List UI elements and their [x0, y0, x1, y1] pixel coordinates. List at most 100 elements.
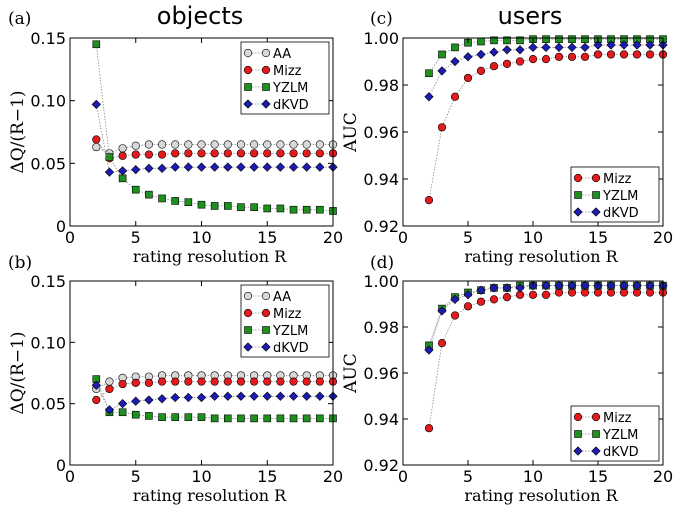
- data-point-Mizz: [92, 135, 101, 144]
- data-point-Mizz: [131, 378, 140, 387]
- data-point-Mizz: [223, 377, 232, 386]
- data-point-dKVD: [223, 162, 233, 172]
- data-point-YZLM: [316, 414, 324, 423]
- y-tick-label: 0.94: [363, 170, 399, 189]
- legend-marker-YZLM: [592, 430, 600, 438]
- legend-marker-Mizz: [573, 173, 583, 183]
- data-point-AA: [250, 140, 259, 149]
- data-point-YZLM: [503, 36, 511, 45]
- x-tick-label: 5: [463, 228, 473, 247]
- data-point-dKVD: [288, 391, 299, 401]
- legend-label-AA: AA: [273, 47, 291, 62]
- legend-marker-YZLM: [574, 191, 582, 199]
- data-point-dKVD: [476, 49, 486, 60]
- data-point-dKVD: [170, 162, 180, 172]
- legend-label-dKVD: dKVD: [603, 206, 639, 221]
- data-point-Mizz: [450, 92, 460, 101]
- legend-marker-YZLM: [262, 326, 270, 334]
- data-point-dKVD: [489, 47, 499, 57]
- data-point-Mizz: [554, 52, 564, 61]
- data-point-dKVD: [236, 391, 246, 401]
- data-point-Mizz: [92, 395, 101, 405]
- x-tick-label: 15: [588, 228, 608, 247]
- data-point-YZLM: [171, 197, 179, 205]
- data-point-dKVD: [632, 40, 642, 50]
- data-point-dKVD: [315, 391, 325, 401]
- legend-marker-AA: [261, 48, 271, 58]
- data-point-AA: [289, 140, 298, 149]
- x-axis-label: rating resolution R: [133, 486, 287, 505]
- data-point-YZLM: [118, 174, 127, 183]
- legend-marker-Mizz: [261, 308, 271, 318]
- data-point-Mizz: [236, 149, 246, 158]
- legend-label-YZLM: YZLM: [272, 324, 308, 339]
- legend-marker-AA: [261, 291, 271, 301]
- data-point-Mizz: [489, 62, 499, 71]
- data-point-AA: [118, 144, 127, 153]
- legend-label-YZLM: YZLM: [602, 189, 638, 204]
- x-tick-label: 15: [588, 467, 608, 486]
- data-point-YZLM: [555, 35, 563, 43]
- legend-label-AA: AA: [273, 290, 291, 305]
- data-point-dKVD: [262, 391, 272, 401]
- data-point-Mizz: [171, 149, 180, 158]
- legend-marker-dKVD: [243, 99, 253, 109]
- y-tick-label: 0.98: [363, 318, 399, 337]
- legend-marker-YZLM: [244, 83, 252, 91]
- data-point-Mizz: [450, 311, 460, 320]
- data-point-Mizz: [606, 50, 616, 59]
- data-point-dKVD: [476, 285, 486, 295]
- data-point-Mizz: [210, 377, 219, 386]
- data-point-AA: [92, 142, 101, 152]
- legend-label-Mizz: Mizz: [603, 172, 632, 187]
- data-point-YZLM: [568, 35, 576, 43]
- x-tick-label: 10: [523, 467, 543, 486]
- data-point-Mizz: [236, 377, 246, 386]
- data-point-Mizz: [171, 377, 180, 386]
- y-tick-label: 0.94: [363, 410, 399, 429]
- data-point-dKVD: [489, 283, 499, 293]
- y-tick-label: 0.05: [30, 154, 66, 173]
- data-point-Mizz: [541, 55, 551, 64]
- legend-marker-Mizz: [591, 173, 601, 183]
- data-point-YZLM: [131, 410, 140, 419]
- y-tick-label: 0.96: [363, 364, 399, 383]
- data-point-Mizz: [302, 149, 311, 158]
- legend-label-Mizz: Mizz: [273, 307, 302, 322]
- data-point-YZLM: [197, 200, 206, 209]
- data-point-Mizz: [502, 59, 512, 68]
- data-point-AA: [223, 140, 232, 149]
- data-point-dKVD: [515, 283, 525, 293]
- panels: 0 5 10 15 20 0 0.05 0.10 0.15 rating resolution R…: [8, 9, 673, 505]
- data-point-YZLM: [250, 414, 258, 423]
- data-point-YZLM: [581, 35, 589, 43]
- data-point-Mizz: [144, 378, 153, 387]
- x-tick-label: 0: [65, 228, 75, 247]
- legend-box: [240, 41, 330, 115]
- data-point-Mizz: [223, 149, 232, 158]
- data-point-AA: [315, 140, 324, 149]
- series-line-dKVD: [95, 104, 333, 173]
- x-axis-label: rating resolution R: [133, 247, 287, 266]
- data-point-YZLM: [302, 414, 311, 423]
- data-point-Mizz: [502, 293, 512, 302]
- data-point-Mizz: [157, 377, 167, 386]
- panel-label: (d): [370, 253, 394, 273]
- data-point-dKVD: [196, 162, 207, 172]
- x-tick-label: 20: [653, 228, 673, 247]
- data-point-YZLM: [210, 202, 219, 210]
- chart-panel-d: 0 5 10 15 20 0.92 0.94 0.96 0.98 1.00 rating resol…: [341, 253, 673, 505]
- data-point-dKVD: [463, 290, 473, 300]
- data-point-YZLM: [289, 414, 298, 423]
- data-point-AA: [210, 140, 219, 149]
- data-point-dKVD: [619, 40, 629, 50]
- heading-users: users: [498, 2, 563, 30]
- x-tick-label: 5: [131, 228, 141, 247]
- data-point-Mizz: [437, 339, 447, 348]
- data-point-YZLM: [92, 40, 101, 49]
- data-point-dKVD: [580, 280, 590, 291]
- legend-marker-YZLM: [262, 83, 270, 91]
- data-point-dKVD: [223, 391, 233, 401]
- data-point-YZLM: [184, 413, 193, 421]
